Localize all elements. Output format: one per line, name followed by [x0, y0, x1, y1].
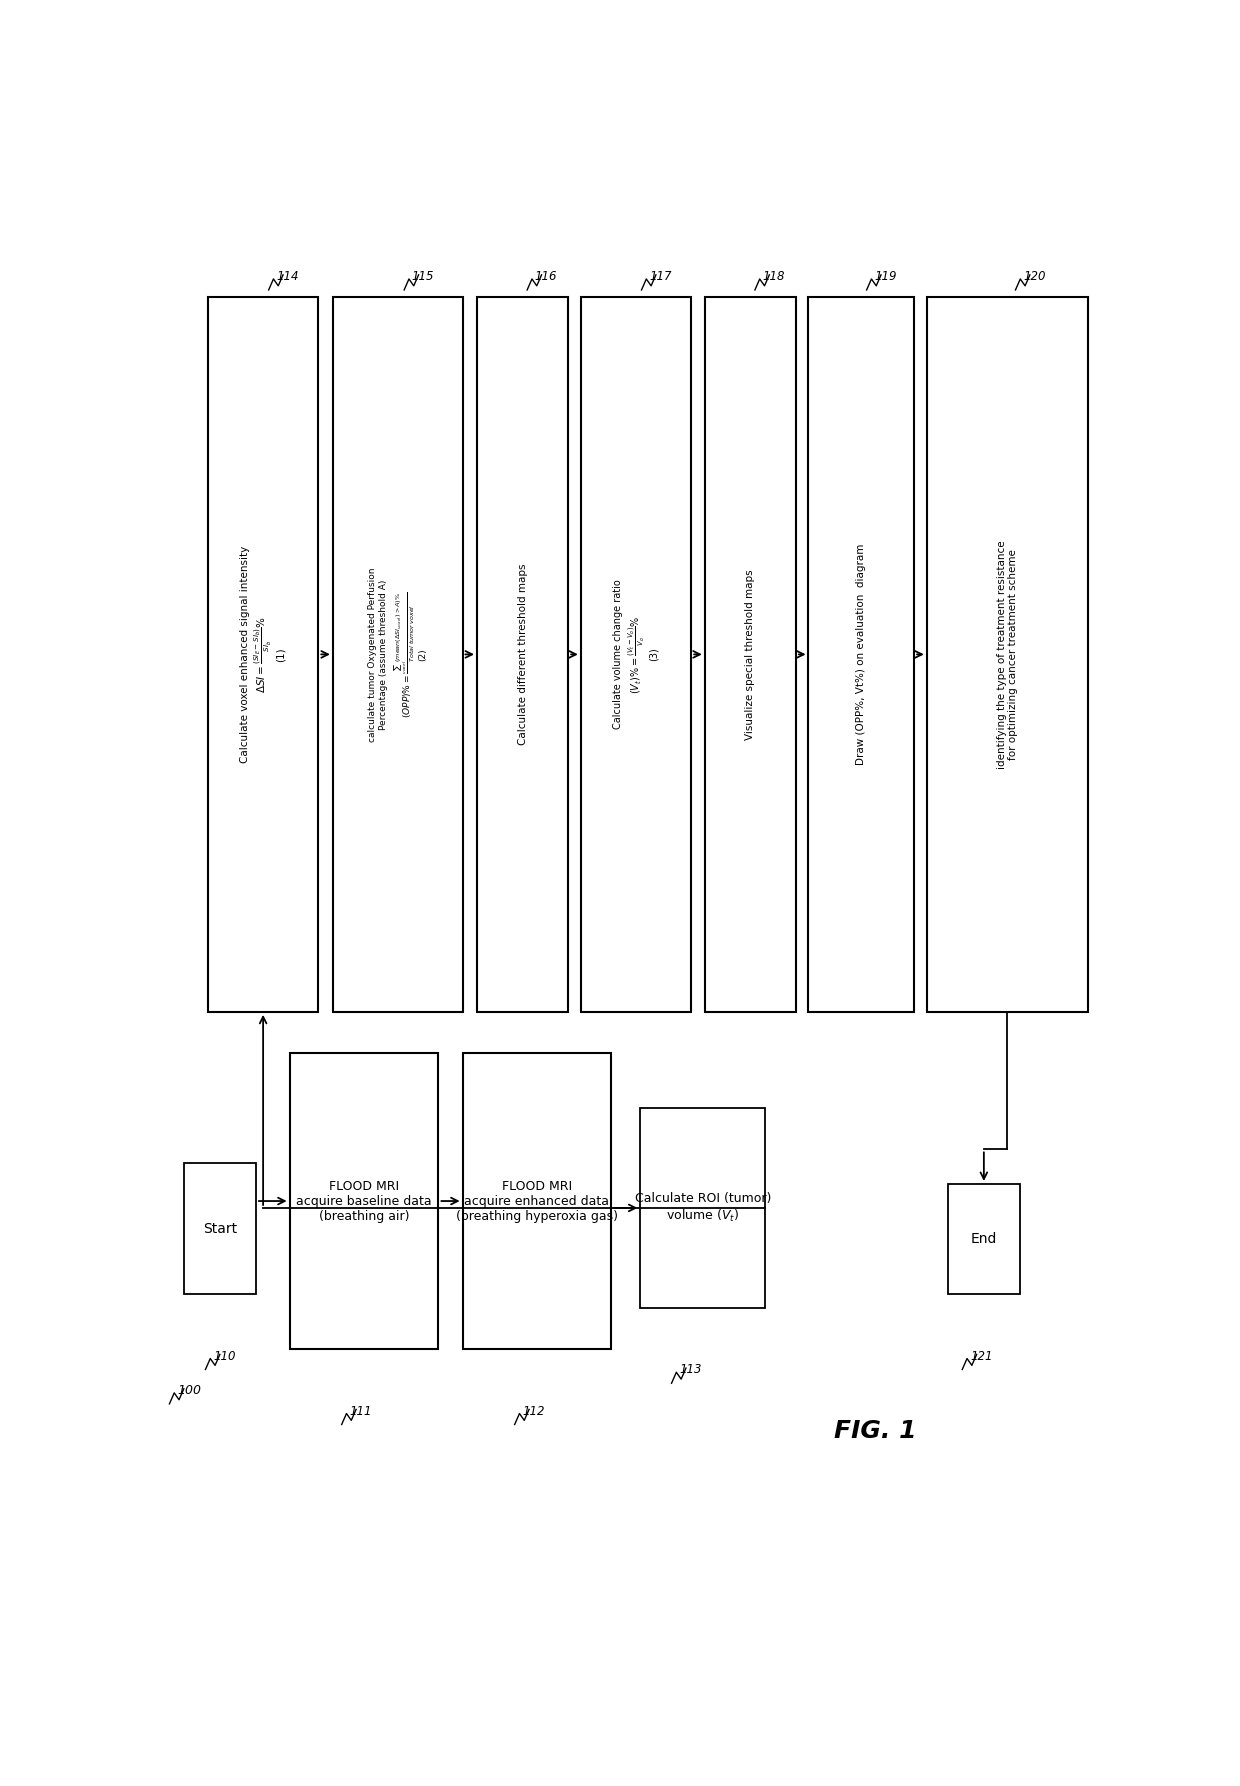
Text: 112: 112	[522, 1404, 544, 1418]
Text: 121: 121	[970, 1350, 992, 1363]
Text: 120: 120	[1023, 270, 1045, 282]
FancyBboxPatch shape	[463, 1054, 611, 1348]
Text: FIG. 1: FIG. 1	[835, 1420, 918, 1443]
FancyBboxPatch shape	[290, 1054, 439, 1348]
Text: Calculate voxel enhanced signal intensity
$\Delta SI = \frac{(SI_E - SI_b)}{SI_b: Calculate voxel enhanced signal intensit…	[241, 547, 286, 763]
FancyBboxPatch shape	[926, 296, 1089, 1013]
FancyBboxPatch shape	[580, 296, 691, 1013]
Text: Draw (OPP%, Vt%) on evaluation  diagram: Draw (OPP%, Vt%) on evaluation diagram	[857, 543, 867, 764]
FancyBboxPatch shape	[208, 296, 319, 1013]
FancyBboxPatch shape	[332, 296, 463, 1013]
Text: 114: 114	[277, 270, 299, 282]
FancyBboxPatch shape	[947, 1184, 1019, 1293]
Text: calculate tumor Oxygenated Perfusion
Percentage (assume threshold A)
$(OPP)\% = : calculate tumor Oxygenated Perfusion Per…	[368, 568, 428, 741]
Text: 113: 113	[680, 1363, 702, 1377]
Text: 117: 117	[650, 270, 672, 282]
FancyBboxPatch shape	[184, 1163, 255, 1293]
Text: Start: Start	[203, 1222, 237, 1236]
Text: Calculate ROI (tumor)
volume ($V_t$): Calculate ROI (tumor) volume ($V_t$)	[635, 1193, 771, 1223]
Text: identifying the type of treatment resistance
for optimizing cancer treatment sch: identifying the type of treatment resist…	[997, 539, 1018, 768]
Text: Calculate different threshold maps: Calculate different threshold maps	[517, 564, 527, 745]
FancyBboxPatch shape	[477, 296, 568, 1013]
Text: 118: 118	[763, 270, 785, 282]
FancyBboxPatch shape	[808, 296, 914, 1013]
FancyBboxPatch shape	[640, 1107, 765, 1307]
Text: 100: 100	[177, 1384, 201, 1397]
Text: Calculate volume change ratio
$(V_t)\% = \frac{(V_t - V_o)}{V_o}\%$
(3): Calculate volume change ratio $(V_t)\% =…	[614, 579, 658, 729]
Text: 110: 110	[213, 1350, 236, 1363]
Text: 119: 119	[874, 270, 897, 282]
Text: FLOOD MRI
acquire baseline data
(breathing air): FLOOD MRI acquire baseline data (breathi…	[296, 1179, 432, 1223]
Text: 116: 116	[534, 270, 557, 282]
Text: Visualize special threshold maps: Visualize special threshold maps	[745, 570, 755, 739]
FancyBboxPatch shape	[704, 296, 796, 1013]
Text: FLOOD MRI
acquire enhanced data
(breathing hyperoxia gas): FLOOD MRI acquire enhanced data (breathi…	[456, 1179, 618, 1223]
Text: End: End	[971, 1232, 997, 1247]
Text: 111: 111	[350, 1404, 372, 1418]
Text: 115: 115	[412, 270, 434, 282]
